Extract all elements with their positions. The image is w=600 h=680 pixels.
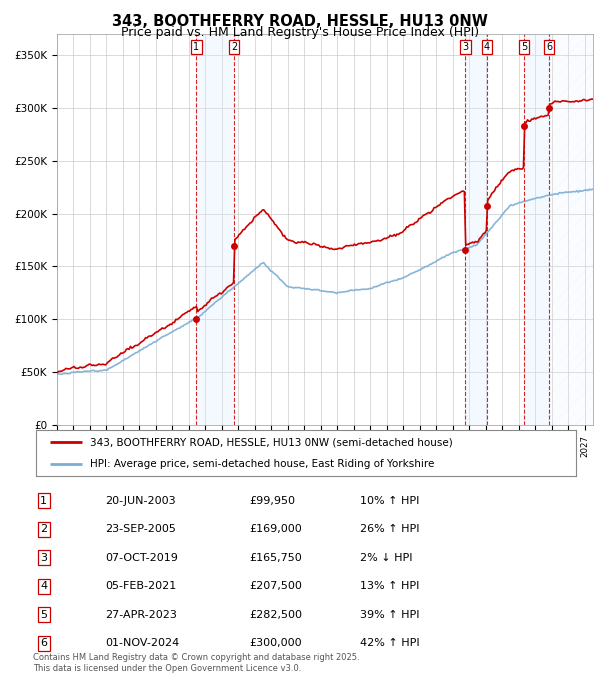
Text: Price paid vs. HM Land Registry's House Price Index (HPI): Price paid vs. HM Land Registry's House … (121, 26, 479, 39)
Text: 4: 4 (484, 41, 490, 52)
Text: 1: 1 (40, 496, 47, 505)
Text: 2% ↓ HPI: 2% ↓ HPI (360, 553, 413, 562)
Text: £99,950: £99,950 (249, 496, 295, 505)
Text: £300,000: £300,000 (249, 639, 302, 648)
Text: 5: 5 (521, 41, 527, 52)
Text: 13% ↑ HPI: 13% ↑ HPI (360, 581, 419, 591)
Text: 2: 2 (40, 524, 47, 534)
Text: 4: 4 (40, 581, 47, 591)
Text: £165,750: £165,750 (249, 553, 302, 562)
Text: 39% ↑ HPI: 39% ↑ HPI (360, 610, 419, 619)
Text: 23-SEP-2005: 23-SEP-2005 (105, 524, 176, 534)
Text: 1: 1 (193, 41, 200, 52)
Text: 6: 6 (546, 41, 552, 52)
Bar (549, 34, 593, 425)
Bar (524, 34, 549, 425)
Text: £207,500: £207,500 (249, 581, 302, 591)
Text: £282,500: £282,500 (249, 610, 302, 619)
Bar (196, 34, 234, 425)
Point (544, 103, 554, 114)
Text: 343, BOOTHFERRY ROAD, HESSLE, HU13 0NW: 343, BOOTHFERRY ROAD, HESSLE, HU13 0NW (112, 14, 488, 29)
Point (461, 244, 470, 255)
Text: 20-JUN-2003: 20-JUN-2003 (105, 496, 176, 505)
Point (229, 241, 239, 252)
Text: 3: 3 (40, 553, 47, 562)
Text: 5: 5 (40, 610, 47, 619)
Text: 26% ↑ HPI: 26% ↑ HPI (360, 524, 419, 534)
Point (482, 201, 492, 211)
Text: 07-OCT-2019: 07-OCT-2019 (105, 553, 178, 562)
Text: 05-FEB-2021: 05-FEB-2021 (105, 581, 176, 591)
Text: 6: 6 (40, 639, 47, 648)
Point (191, 314, 201, 325)
Text: 27-APR-2023: 27-APR-2023 (105, 610, 177, 619)
Text: HPI: Average price, semi-detached house, East Riding of Yorkshire: HPI: Average price, semi-detached house,… (90, 458, 434, 469)
Text: Contains HM Land Registry data © Crown copyright and database right 2025.: Contains HM Land Registry data © Crown c… (33, 653, 359, 662)
Text: This data is licensed under the Open Government Licence v3.0.: This data is licensed under the Open Gov… (33, 664, 301, 673)
Text: 10% ↑ HPI: 10% ↑ HPI (360, 496, 419, 505)
Point (519, 121, 529, 132)
Text: 3: 3 (462, 41, 469, 52)
Text: 42% ↑ HPI: 42% ↑ HPI (360, 639, 419, 648)
Text: 2: 2 (231, 41, 237, 52)
Text: £169,000: £169,000 (249, 524, 302, 534)
Text: 01-NOV-2024: 01-NOV-2024 (105, 639, 179, 648)
Text: 343, BOOTHFERRY ROAD, HESSLE, HU13 0NW (semi-detached house): 343, BOOTHFERRY ROAD, HESSLE, HU13 0NW (… (90, 437, 453, 447)
Bar (466, 34, 487, 425)
